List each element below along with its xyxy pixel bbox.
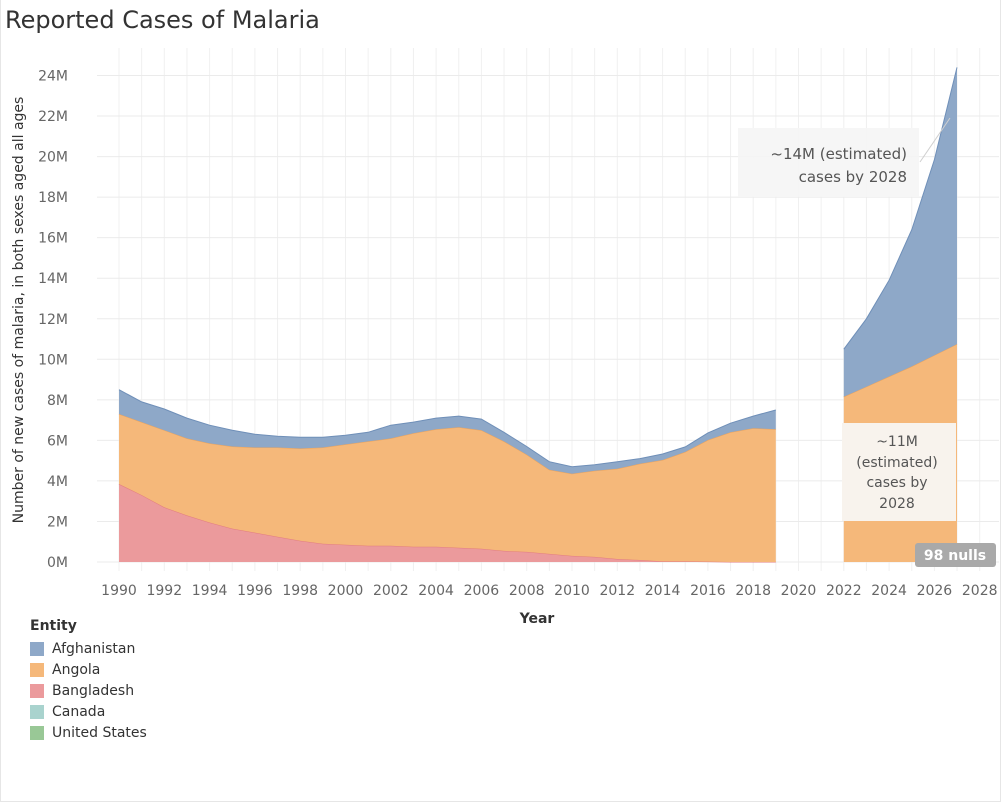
area-afghanistan[interactable]	[843, 67, 957, 397]
legend-swatch	[30, 704, 44, 719]
x-tick-label: 2022	[826, 583, 862, 599]
x-tick-label: 2026	[917, 583, 953, 599]
legend-label: United States	[52, 724, 147, 741]
legend-label: Canada	[52, 703, 106, 720]
y-tick-label: 22M	[38, 109, 68, 125]
legend-label: Angola	[52, 661, 101, 678]
afghanistan-annotation-line1: ~14M (estimated)	[770, 145, 907, 163]
area-edge-afghanistan	[118, 389, 776, 468]
y-tick-label: 14M	[38, 271, 68, 287]
legend-swatch	[30, 683, 44, 698]
y-tick-label: 6M	[47, 433, 68, 449]
x-tick-label: 1992	[146, 583, 182, 599]
legend-label: Bangladesh	[52, 682, 135, 699]
area-bangladesh[interactable]	[119, 484, 776, 562]
afghanistan-annotation-line2: cases by 2028	[799, 168, 907, 186]
y-tick-label: 16M	[38, 231, 68, 247]
legend-swatch	[30, 641, 44, 656]
legend-item-afghanistan[interactable]: Afghanistan	[30, 638, 147, 659]
x-axis-label: Year	[519, 611, 555, 627]
nulls-indicator[interactable]: 98 nulls	[915, 543, 996, 567]
legend-item-united-states[interactable]: United States	[30, 722, 147, 743]
y-axis-label: Number of new cases of malaria, in both …	[11, 97, 27, 524]
angola-annotation-line4: 2028	[879, 496, 915, 512]
legend-title: Entity	[30, 618, 77, 634]
y-axis-ticks: 0M 2M 4M 6M 8M 10M 12M 14M 16M 18M 20M 22M 24M	[38, 69, 68, 571]
angola-annotation: ~11M (estimated) cases by 2028	[842, 423, 956, 521]
chart-title: Reported Cases of Malaria	[5, 6, 320, 34]
x-tick-label: 1994	[192, 583, 228, 599]
legend-item-canada[interactable]: Canada	[30, 701, 147, 722]
x-tick-label: 2008	[509, 583, 545, 599]
angola-annotation-line3: cases by	[866, 475, 927, 491]
angola-annotation-line2: (estimated)	[856, 455, 937, 471]
y-tick-label: 10M	[38, 352, 68, 368]
y-tick-label: 4M	[47, 474, 68, 490]
x-tick-label: 2002	[373, 583, 409, 599]
legend-item-angola[interactable]: Angola	[30, 659, 147, 680]
y-tick-label: 0M	[47, 555, 68, 571]
legend-swatch	[30, 725, 44, 740]
x-tick-label: 2018	[735, 583, 771, 599]
x-tick-label: 1990	[101, 583, 137, 599]
y-tick-label: 12M	[38, 312, 68, 328]
y-tick-label: 20M	[38, 150, 68, 166]
area-edge-afghanistan	[843, 67, 958, 350]
nulls-badge-label: 98 nulls	[924, 548, 986, 564]
legend-items: Afghanistan Angola Bangladesh Canada United …	[30, 638, 147, 743]
x-tick-label: 2000	[328, 583, 364, 599]
area-edge-angola	[118, 413, 776, 475]
legend-item-bangladesh[interactable]: Bangladesh	[30, 680, 147, 701]
x-tick-label: 2028	[962, 583, 998, 599]
afghanistan-annotation: ~14M (estimated) cases by 2028	[738, 117, 951, 197]
y-tick-label: 24M	[38, 69, 68, 85]
x-tick-label: 2010	[554, 583, 590, 599]
x-tick-label: 2014	[645, 583, 681, 599]
x-tick-label: 2016	[690, 583, 726, 599]
y-tick-label: 2M	[47, 514, 68, 530]
x-tick-label: 1996	[237, 583, 273, 599]
legend-swatch	[30, 662, 44, 677]
legend-label: Afghanistan	[52, 640, 136, 657]
y-tick-label: 8M	[47, 393, 68, 409]
area-angola[interactable]	[119, 414, 776, 562]
x-tick-label: 2004	[418, 583, 454, 599]
x-tick-label: 2012	[599, 583, 635, 599]
x-tick-label: 2024	[871, 583, 907, 599]
y-tick-label: 18M	[38, 190, 68, 206]
x-axis-ticks: 1990 1992 1994 1996 1998 2000 2002 2004 2006 2008…	[101, 583, 997, 599]
angola-annotation-line1: ~11M	[876, 434, 918, 450]
x-tick-label: 2006	[464, 583, 500, 599]
x-tick-label: 1998	[282, 583, 318, 599]
legend: Entity Afghanistan Angola Bangladesh Canada…	[30, 618, 147, 743]
x-tick-label: 2020	[781, 583, 817, 599]
